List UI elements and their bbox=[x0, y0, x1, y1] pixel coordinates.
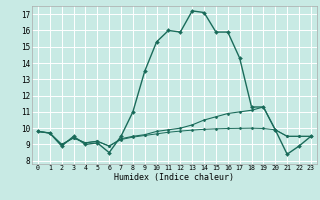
X-axis label: Humidex (Indice chaleur): Humidex (Indice chaleur) bbox=[115, 173, 234, 182]
